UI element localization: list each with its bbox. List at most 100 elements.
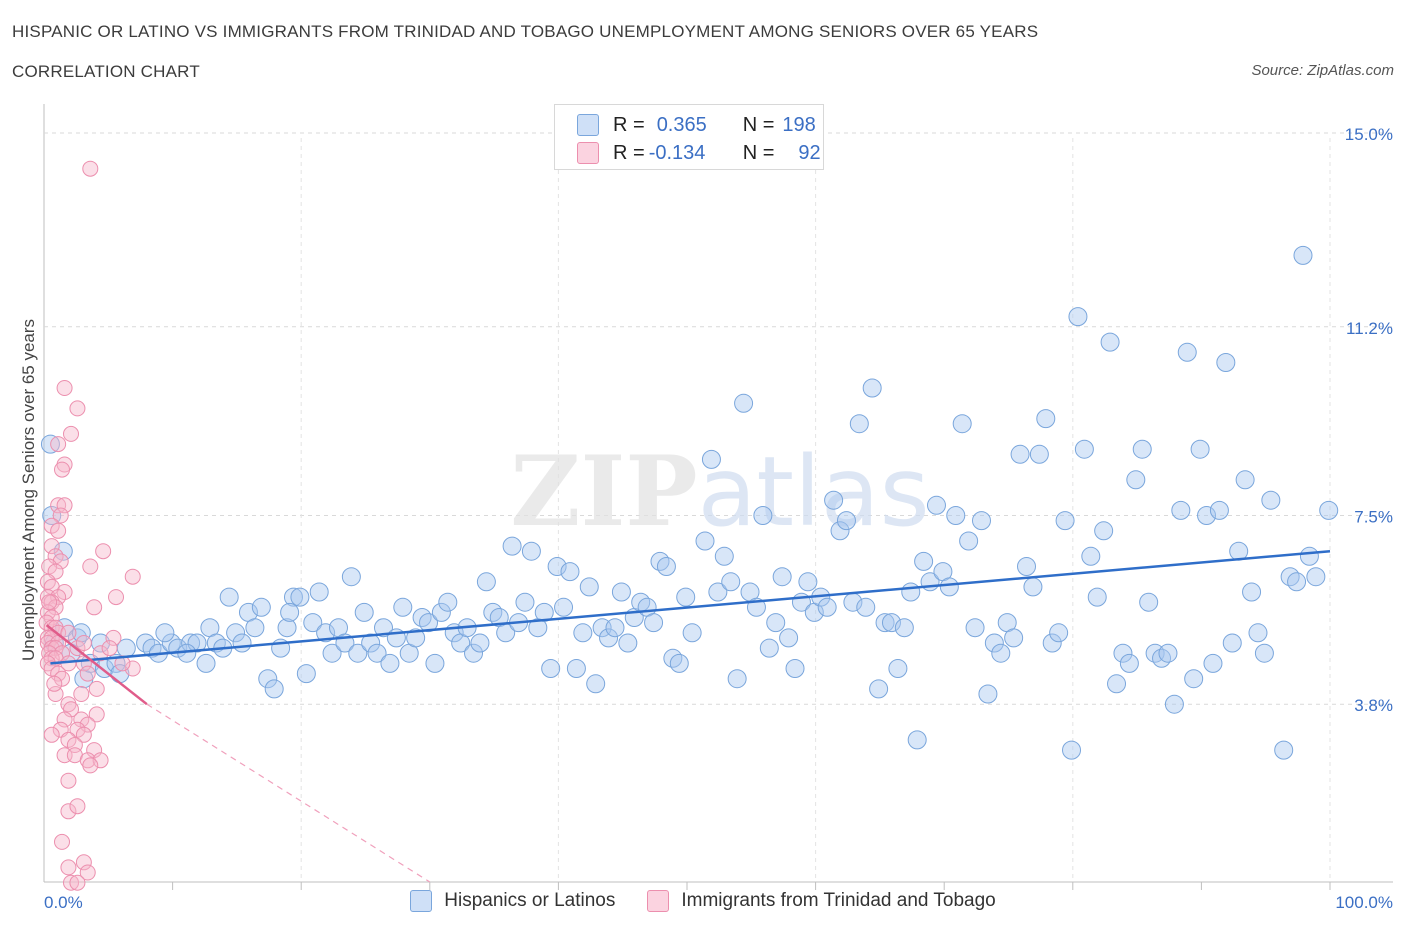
hispanic-point <box>1197 506 1217 525</box>
trinidad-point <box>82 558 99 575</box>
hispanic-point <box>695 531 715 551</box>
hispanic-point <box>856 597 876 617</box>
hispanic-point <box>1087 587 1107 607</box>
hispanic-point <box>605 618 625 638</box>
hispanic-point <box>303 613 323 633</box>
trinidad-point <box>54 461 71 478</box>
trinidad-point <box>43 517 60 534</box>
y-tick-label: 15.0% <box>1345 125 1393 144</box>
hispanic-point <box>438 592 458 612</box>
trinidad-point <box>43 538 60 555</box>
hispanic-point <box>1274 740 1294 760</box>
trinidad-point <box>50 589 67 606</box>
trinidad-point <box>75 635 92 651</box>
hispanic-point <box>701 449 721 469</box>
blue-swatch <box>577 114 599 136</box>
hispanic-point <box>1068 307 1088 327</box>
r-label: R = <box>613 113 645 136</box>
trinidad-point <box>69 874 86 891</box>
hispanic-point <box>656 557 676 576</box>
hispanic-point <box>1023 577 1043 597</box>
hispanic-point <box>862 378 882 398</box>
trinidad-point <box>75 854 92 871</box>
hispanic-point <box>1042 633 1062 653</box>
hispanic-point <box>290 587 310 607</box>
hispanic-point <box>1222 633 1242 653</box>
hispanic-point <box>888 659 908 678</box>
hispanic-point <box>663 648 683 668</box>
trinidad-point <box>47 599 64 616</box>
trinidad-point <box>43 726 60 743</box>
trinidad-point <box>79 716 96 733</box>
stats-legend-row-pink: R = -0.134 N = 92 <box>577 141 821 165</box>
hispanic-point <box>566 659 586 678</box>
trinidad-point <box>79 665 96 682</box>
hispanic-point <box>1017 557 1037 576</box>
trinidad-point <box>88 680 105 697</box>
hispanic-point <box>978 684 998 704</box>
hispanic-point <box>644 613 664 633</box>
trinidad-point <box>63 874 80 891</box>
trinidad-point <box>105 629 122 646</box>
hispanic-point <box>907 730 927 750</box>
trinidad-point <box>82 160 99 177</box>
trinidad-point <box>63 425 80 442</box>
trinidad-point <box>50 522 67 539</box>
hispanic-point <box>1190 439 1210 459</box>
hispanic-point <box>991 643 1011 663</box>
hispanic-point <box>971 511 991 531</box>
trinidad-point <box>50 497 67 514</box>
trinidad-point <box>46 675 63 692</box>
hispanic-point <box>772 567 792 587</box>
hispanic-point <box>753 506 773 525</box>
n-label: N = <box>742 141 775 164</box>
r-label: R = <box>613 141 645 164</box>
hispanic-point <box>1062 740 1082 760</box>
hispanic-point <box>734 393 754 413</box>
hispanic-point <box>354 602 374 622</box>
trinidad-point <box>124 568 141 585</box>
trinidad-point <box>56 497 73 514</box>
x-tick-label: 100.0% <box>1335 893 1393 912</box>
hispanic-point <box>1248 623 1268 643</box>
hispanic-point <box>869 679 889 699</box>
trinidad-point <box>52 507 69 524</box>
trinidad-point <box>86 599 103 616</box>
hispanic-point <box>187 633 207 653</box>
hispanic-point <box>984 633 1004 653</box>
hispanic-point <box>425 653 445 673</box>
hispanic-point <box>1094 521 1114 541</box>
chart-subtitle: CORRELATION CHART <box>12 62 200 81</box>
hispanic-point <box>361 633 381 653</box>
hispanic-point <box>1261 490 1281 510</box>
hispanic-point <box>1036 409 1056 429</box>
hispanic-point <box>914 551 934 571</box>
hispanic-point <box>1132 439 1152 459</box>
hispanic-point <box>374 618 394 638</box>
trinidad-point <box>86 742 103 759</box>
trinidad-point <box>69 798 86 815</box>
hispanic-point <box>280 602 300 622</box>
hispanic-point <box>1242 582 1262 602</box>
trinidad-point <box>43 660 60 677</box>
trinidad-point <box>63 701 80 718</box>
legend-item-trinidad: Immigrants from Trinidad and Tobago <box>647 890 996 912</box>
y-axis-label: Unemployment Among Seniors over 65 years <box>19 319 38 661</box>
hispanic-point <box>1010 444 1030 464</box>
trinidad-point <box>82 757 99 774</box>
hispanic-point <box>965 618 985 638</box>
trinidad-point <box>54 670 71 687</box>
y-tick-label: 7.5% <box>1354 508 1393 527</box>
hispanic-point <box>1209 500 1229 520</box>
hispanic-point <box>759 638 779 658</box>
hispanic-point <box>196 653 216 673</box>
hispanic-point <box>1107 674 1127 694</box>
watermark: ZIPatlas <box>510 435 929 548</box>
hispanic-point <box>1158 643 1178 663</box>
trinidad-point <box>73 711 90 728</box>
hispanic-point <box>464 643 484 663</box>
trinidad-point <box>56 380 73 396</box>
trinidad-point <box>69 400 86 417</box>
hispanic-point <box>226 623 246 643</box>
